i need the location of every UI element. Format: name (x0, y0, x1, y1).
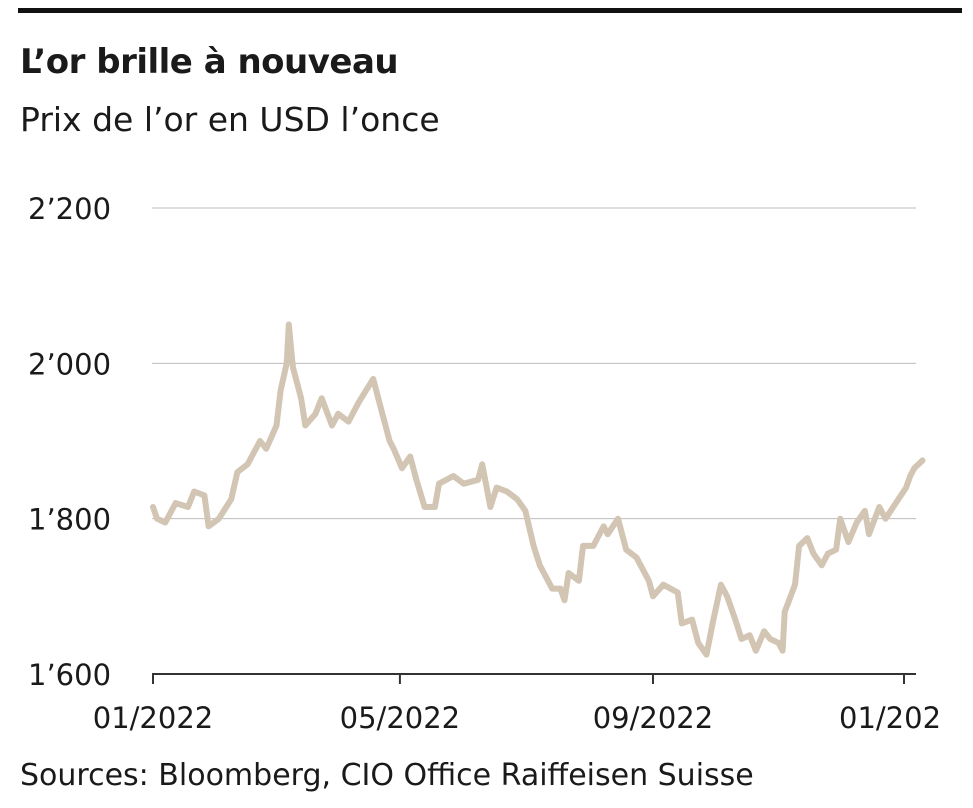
y-tick-label: 1’600 (28, 658, 111, 692)
x-axis (152, 673, 916, 684)
source-note: Sources: Bloomberg, CIO Office Raiffeise… (20, 758, 754, 793)
x-tick-label: 01/202 (839, 701, 941, 735)
tick-labels: 1’600 1’800 2’000 2’200 01/2022 05/2022 09/202… (28, 192, 941, 735)
y-tick-label: 2’000 (28, 347, 111, 381)
y-tick-label: 2’200 (28, 192, 111, 226)
x-tick-label: 01/2022 (93, 701, 213, 735)
top-rule (18, 8, 962, 13)
series-line-gold-price (150, 321, 926, 658)
price-series (150, 321, 926, 658)
y-tick-label: 1’800 (28, 503, 111, 537)
chart-title: L’or brille à nouveau (20, 42, 399, 82)
x-tick-label: 05/2022 (340, 701, 460, 735)
grid-lines (152, 207, 916, 520)
x-tick-label: 09/2022 (593, 701, 713, 735)
chart-subtitle: Prix de l’or en USD l’once (20, 100, 440, 139)
